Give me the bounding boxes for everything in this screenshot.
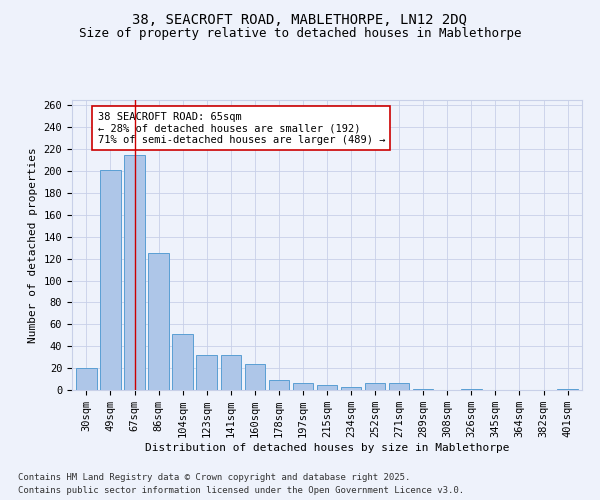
Bar xyxy=(413,389,433,390)
Text: Contains public sector information licensed under the Open Government Licence v3: Contains public sector information licen… xyxy=(18,486,464,495)
Text: 38 SEACROFT ROAD: 65sqm
← 28% of detached houses are smaller (192)
71% of semi-d: 38 SEACROFT ROAD: 65sqm ← 28% of detache… xyxy=(97,112,385,145)
Bar xyxy=(461,389,482,390)
Text: 38, SEACROFT ROAD, MABLETHORPE, LN12 2DQ: 38, SEACROFT ROAD, MABLETHORPE, LN12 2DQ xyxy=(133,12,467,26)
Bar xyxy=(245,364,265,390)
Bar xyxy=(76,368,97,390)
Text: Contains HM Land Registry data © Crown copyright and database right 2025.: Contains HM Land Registry data © Crown c… xyxy=(18,474,410,482)
Bar xyxy=(317,384,337,390)
Bar xyxy=(124,154,145,390)
Bar xyxy=(100,170,121,390)
Bar xyxy=(389,384,409,390)
Bar xyxy=(172,334,193,390)
Bar xyxy=(148,253,169,390)
Bar xyxy=(293,384,313,390)
Bar xyxy=(221,355,241,390)
Text: Size of property relative to detached houses in Mablethorpe: Size of property relative to detached ho… xyxy=(79,28,521,40)
X-axis label: Distribution of detached houses by size in Mablethorpe: Distribution of detached houses by size … xyxy=(145,443,509,453)
Bar xyxy=(365,384,385,390)
Bar xyxy=(557,389,578,390)
Bar xyxy=(269,380,289,390)
Bar xyxy=(196,355,217,390)
Y-axis label: Number of detached properties: Number of detached properties xyxy=(28,147,38,343)
Bar xyxy=(341,386,361,390)
